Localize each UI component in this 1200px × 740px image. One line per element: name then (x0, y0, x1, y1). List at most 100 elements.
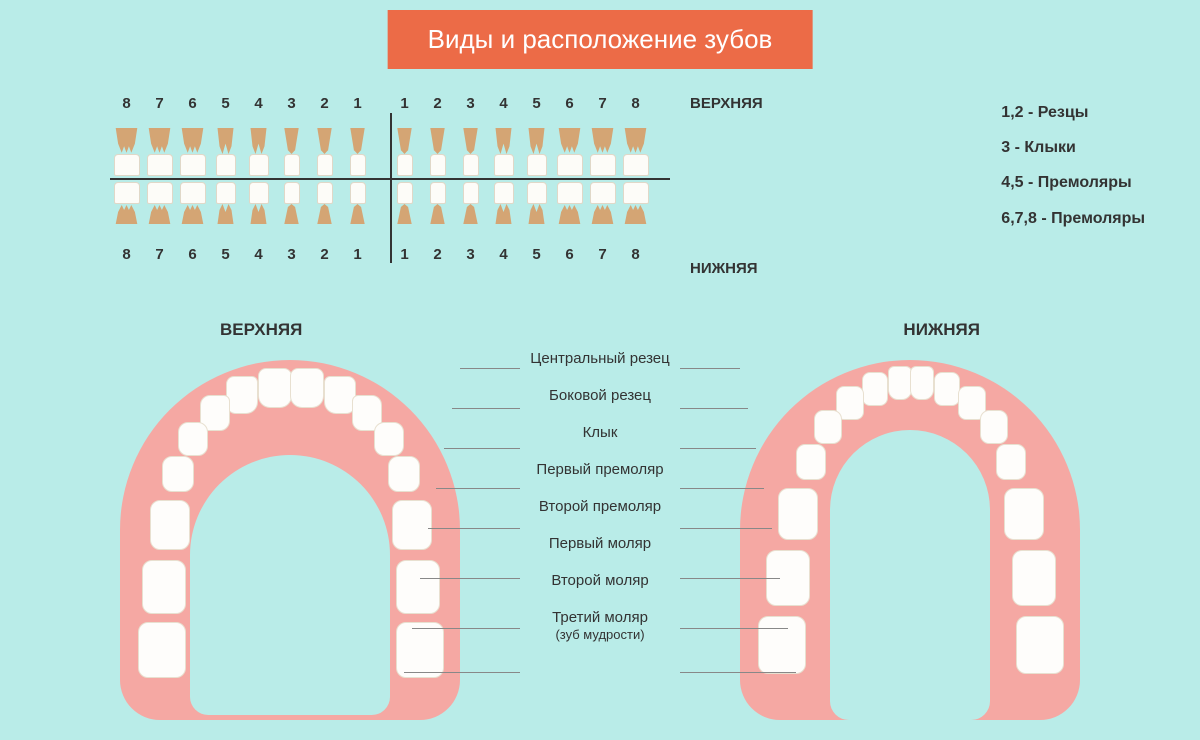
tooth-icon (143, 128, 176, 176)
connector-line (680, 628, 788, 629)
tooth-icon (110, 182, 143, 224)
connector-line (444, 448, 520, 449)
arch-tooth (374, 422, 404, 456)
arch-tooth (290, 368, 324, 408)
tooth-number: 4 (487, 246, 520, 263)
tooth-number: 6 (176, 95, 209, 112)
connector-line (428, 528, 520, 529)
tooth-icon (176, 128, 209, 176)
arches-section: ВЕРХНЯЯ НИЖНЯЯ Центральный резец Боковой … (0, 320, 1200, 740)
legend-item: 3 - Клыки (1001, 130, 1145, 165)
tooth-number: 4 (487, 95, 520, 112)
tooth-number: 3 (454, 95, 487, 112)
tooth-number: 3 (275, 246, 308, 263)
tooth-name-label: Клык (530, 424, 669, 442)
tooth-name-label: Второй моляр (530, 572, 669, 590)
connector-line (436, 488, 520, 489)
arch-lower-label: НИЖНЯЯ (903, 320, 980, 340)
tooth-number: 5 (520, 246, 553, 263)
tooth-chart: ВЕРХНЯЯ НИЖНЯЯ 8765432112345678 87654321… (110, 95, 730, 263)
tooth-number: 4 (242, 95, 275, 112)
arch-tooth (388, 456, 420, 492)
tooth-icon (308, 128, 341, 176)
tooth-name-label: Второй премоляр (530, 498, 669, 516)
legend-item: 6,7,8 - Премоляры (1001, 201, 1145, 236)
arch-tooth (1012, 550, 1056, 606)
tooth-icon (388, 182, 421, 224)
arch-tooth (814, 410, 842, 444)
arch-tooth (1016, 616, 1064, 674)
tooth-icon (308, 182, 341, 224)
connector-line (452, 408, 520, 409)
upper-numbers: 8765432112345678 (110, 95, 730, 112)
arch-tooth (396, 560, 440, 614)
lower-numbers: 8765432112345678 (110, 246, 730, 263)
tooth-name-label: Третий моляр(зуб мудрости) (530, 609, 669, 643)
tooth-number: 3 (275, 95, 308, 112)
arch-tooth (178, 422, 208, 456)
arch-tooth (258, 368, 292, 408)
tooth-icon (487, 182, 520, 224)
connector-line (420, 578, 520, 579)
arch-tooth (396, 622, 444, 678)
arch-tooth (1004, 488, 1044, 540)
tooth-number: 7 (143, 95, 176, 112)
upper-jaw-label: ВЕРХНЯЯ (690, 95, 763, 112)
arch-tooth (392, 500, 432, 550)
tooth-icon (275, 128, 308, 176)
tooth-number: 7 (586, 95, 619, 112)
tooth-number: 2 (308, 246, 341, 263)
tooth-icon (553, 182, 586, 224)
tooth-number: 8 (619, 95, 652, 112)
connector-line (412, 628, 520, 629)
arch-tooth (888, 366, 912, 400)
tooth-number: 3 (454, 246, 487, 263)
arch-tooth (778, 488, 818, 540)
tooth-icon (520, 182, 553, 224)
lower-teeth-row (110, 182, 730, 240)
title-banner: Виды и расположение зубов (388, 10, 813, 69)
tooth-number: 5 (520, 95, 553, 112)
tooth-icon (242, 182, 275, 224)
lower-jaw-label: НИЖНЯЯ (690, 260, 758, 277)
tooth-icon (586, 128, 619, 176)
legend-item: 1,2 - Резцы (1001, 95, 1145, 130)
connector-line (680, 488, 764, 489)
connector-line (680, 408, 748, 409)
tooth-icon (454, 128, 487, 176)
tooth-icon (520, 128, 553, 176)
arch-tooth (138, 622, 186, 678)
tooth-number: 8 (619, 246, 652, 263)
tooth-name-label: Боковой резец (530, 387, 669, 405)
arch-tooth (910, 366, 934, 400)
connector-line (680, 672, 796, 673)
tooth-name-label: Центральный резец (530, 350, 669, 368)
lower-gum-inner (830, 430, 990, 720)
tooth-icon (586, 182, 619, 224)
tooth-icon (487, 128, 520, 176)
arch-upper-label: ВЕРХНЯЯ (220, 320, 302, 340)
connector-line (680, 578, 780, 579)
tooth-number: 2 (421, 246, 454, 263)
arch-tooth (758, 616, 806, 674)
tooth-icon (454, 182, 487, 224)
tooth-icon (619, 182, 652, 224)
tooth-icon (209, 182, 242, 224)
tooth-number: 1 (388, 95, 421, 112)
tooth-icon (242, 128, 275, 176)
tooth-icon (553, 128, 586, 176)
lower-arch (740, 360, 1080, 720)
tooth-number: 2 (308, 95, 341, 112)
connector-line (680, 368, 740, 369)
tooth-number: 5 (209, 246, 242, 263)
upper-gum-inner (190, 455, 390, 715)
tooth-icon (143, 182, 176, 224)
arch-tooth (796, 444, 826, 480)
arch-tooth (226, 376, 258, 414)
tooth-icon (209, 128, 242, 176)
arch-tooth (934, 372, 960, 406)
tooth-name-label: Первый премоляр (530, 461, 669, 479)
connector-line (404, 672, 520, 673)
tooth-icon (619, 128, 652, 176)
tooth-number: 1 (341, 246, 374, 263)
